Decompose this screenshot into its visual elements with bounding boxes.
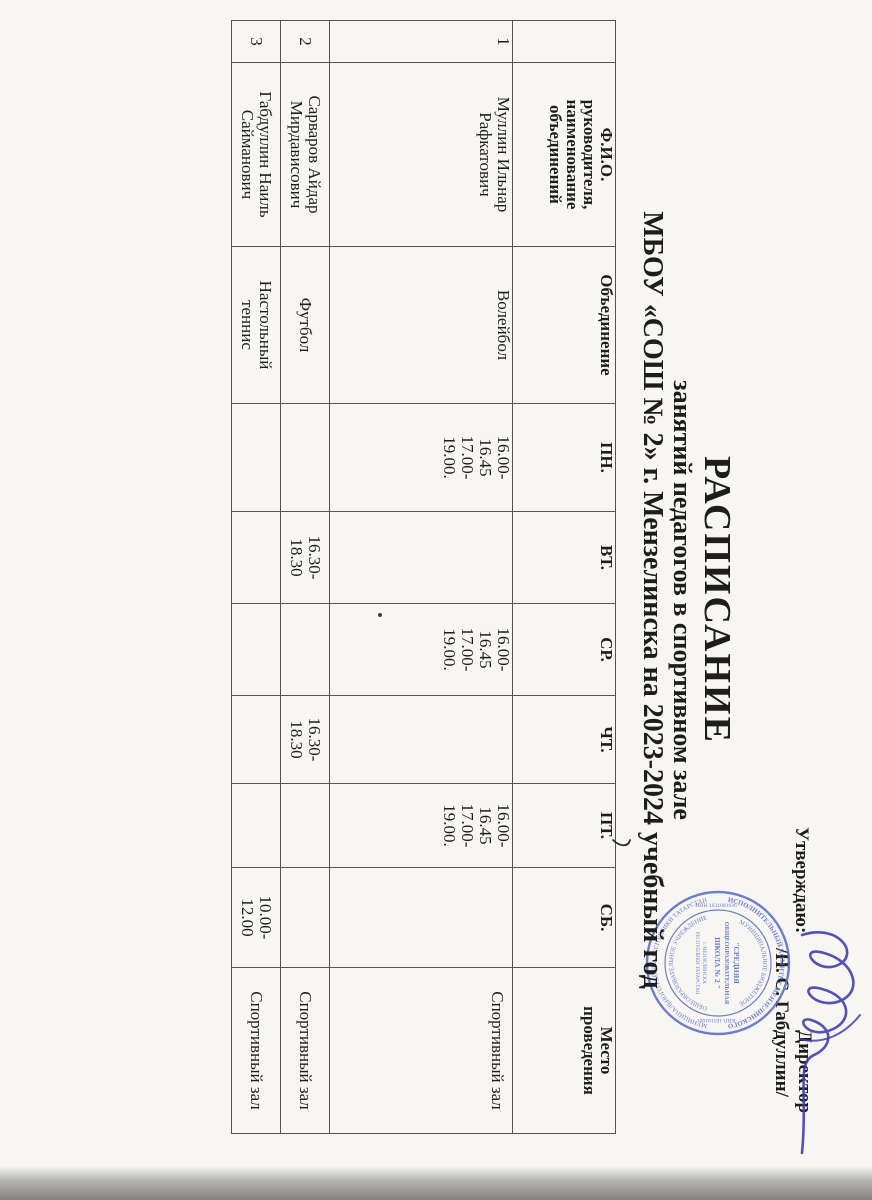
row1-num: 1 <box>329 20 513 63</box>
stamp-kpp: КПП 163101001 <box>697 1017 736 1023</box>
row3-union: Настольный теннис <box>231 246 281 404</box>
row1-union: Волейбол <box>329 246 513 404</box>
header-tuesday: ВТ. <box>512 511 616 604</box>
header-place: Место проведения <box>512 967 616 1134</box>
row3-wednesday-times <box>231 603 281 696</box>
header-num <box>512 20 616 63</box>
schedule-table: Ф.И.О. руководителя, наименование объеди… <box>231 20 616 1134</box>
row3-place: Спортивный зал <box>231 967 281 1134</box>
stray-dot <box>378 613 382 617</box>
row3-thursday-times <box>231 695 281 784</box>
header-union: Объединение <box>512 246 616 404</box>
row1-place: Спортивный зал <box>329 967 513 1134</box>
header-row: Ф.И.О. руководителя, наименование объеди… <box>512 20 616 1134</box>
stamp-ring-inner-top: МУНИЦИПАЛЬНОЕ БЮДЖЕТНОЕ <box>737 919 768 1008</box>
document-subtitle: занятий педагогов в спортивном зале <box>668 380 697 820</box>
svg-text:МУНИЦИПАЛЬНОЕ БЮДЖЕТНОЕ: МУНИЦИПАЛЬНОЕ БЮДЖЕТНОЕ <box>737 919 768 1008</box>
row2-tuesday-times: 16.30- 18.30 <box>280 511 330 604</box>
row2-teacher-name: Сарваров Айдар Мирдависович <box>280 62 330 247</box>
table-row: 2 Сарваров Айдар Мирдависович Футбол 16.… <box>280 20 330 1134</box>
stamp-inn: ИНН 1631003936 <box>695 903 737 909</box>
row2-friday-times <box>280 783 330 868</box>
header-monday: ПН. <box>512 403 616 512</box>
row2-place: Спортивный зал <box>280 967 330 1134</box>
row2-thursday-times: 16.30- 18.30 <box>280 695 330 784</box>
header-fio: Ф.И.О. руководителя, наименование объеди… <box>512 62 616 247</box>
stray-ink-mark <box>612 839 631 847</box>
row3-tuesday-times <box>231 511 281 604</box>
row2-saturday-times <box>280 867 330 968</box>
row3-saturday-times: 10.00- 12.00 <box>231 867 281 968</box>
row1-thursday-times <box>329 695 513 784</box>
stamp-center-line5: РЕСПУБЛИКИ ТАТАРСТАН <box>694 932 699 995</box>
row2-union: Футбол <box>280 246 330 404</box>
header-friday: ПТ. <box>512 783 616 868</box>
signature-ink <box>799 931 861 1155</box>
table-row: 1 Муллин Ильнар Рафкатович Волейбол 16.0… <box>329 20 513 1134</box>
row2-monday-times <box>280 403 330 512</box>
round-stamp: ИСПОЛНИТЕЛЬНЫЙ КОМИТЕТ МЕНЗЕЛИНСКОГО МУН… <box>645 890 791 1036</box>
stamp-center-line3: ШКОЛА № 2 " <box>713 937 722 989</box>
stamp-center-line2: ОБЩЕОБРАЗОВАТЕЛЬНАЯ <box>723 922 730 1005</box>
row1-monday-times: 16.00- 16.45 17.00- 19.00. <box>329 403 513 512</box>
row1-teacher-name: Муллин Ильнар Рафкатович <box>329 62 513 247</box>
row1-saturday-times <box>329 867 513 968</box>
document-title: РАСПИСАНИЕ <box>696 456 738 744</box>
row3-monday-times <box>231 403 281 512</box>
row3-teacher-name: Габдуллин Наиль Сайманович <box>231 62 281 247</box>
header-saturday: СБ. <box>512 867 616 968</box>
row3-friday-times <box>231 783 281 868</box>
row1-wednesday-times: 16.00- 16.45 17.00- 19.00. <box>329 603 513 696</box>
row1-friday-times: 16.00- 16.45 17.00- 19.00. <box>329 783 513 868</box>
stamp-center-line1: "СРЕДНЯЯ <box>732 942 741 984</box>
row1-tuesday-times <box>329 511 513 604</box>
header-thursday: ЧТ. <box>512 695 616 784</box>
stamp-center-line4: г. МЕНЗЕЛИНСКА <box>701 942 706 984</box>
table-row: 3 Габдуллин Наиль Сайманович Настольный … <box>231 20 281 1134</box>
row3-num: 3 <box>231 20 281 63</box>
row2-num: 2 <box>280 20 330 63</box>
scan-edge-shadow <box>0 1166 872 1200</box>
row2-wednesday-times <box>280 603 330 696</box>
header-wednesday: СР. <box>512 603 616 696</box>
document-school-year-line: МБОУ «СОШ № 2» г. Мензелинска на 2023-20… <box>637 211 668 989</box>
